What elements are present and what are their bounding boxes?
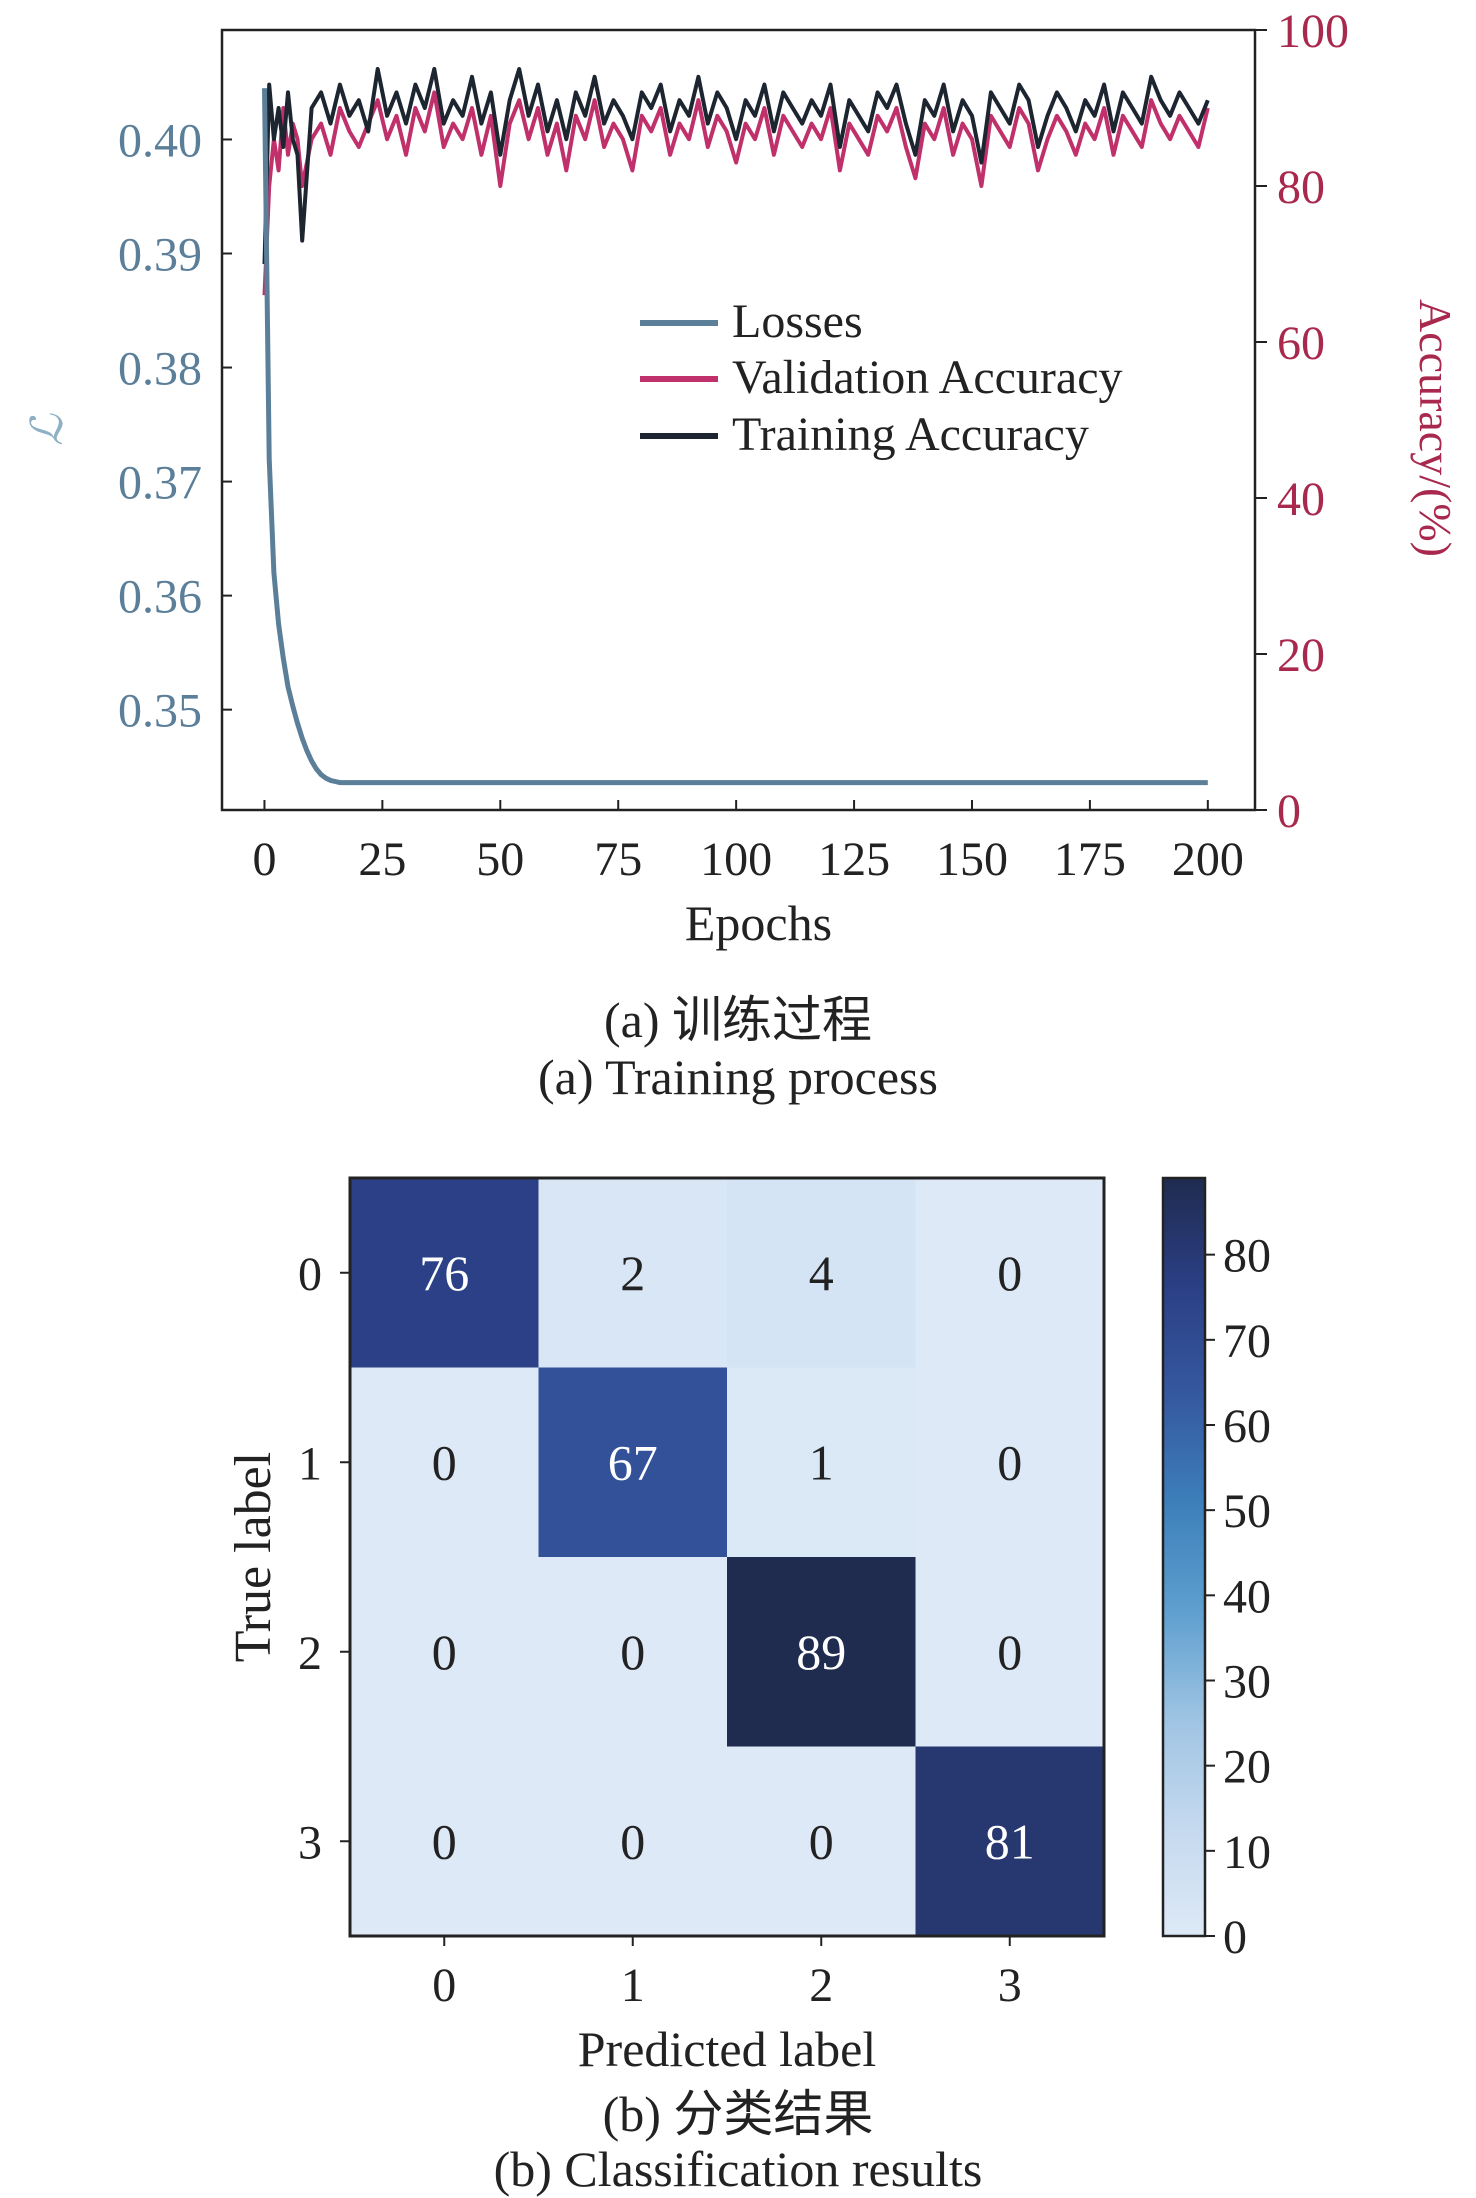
y-tick-label: 2	[298, 1627, 322, 1680]
y-right-tick-label: 40	[1277, 473, 1325, 526]
y-right-tick-label: 20	[1277, 629, 1325, 682]
cell-value: 0	[997, 1434, 1022, 1490]
cell-value: 0	[432, 1813, 457, 1869]
x-tick-label: 100	[700, 833, 772, 886]
x-tick-label: 175	[1054, 833, 1126, 886]
cell-value: 0	[997, 1245, 1022, 1301]
matrix-cell	[915, 1178, 1104, 1368]
x-tick-label: 75	[594, 833, 642, 886]
matrix-cell	[915, 1746, 1104, 1936]
matrix-cell	[350, 1557, 539, 1747]
x-tick-label: 3	[998, 1959, 1022, 2012]
colorbar-tick-label: 80	[1223, 1230, 1271, 1283]
y-tick-label: 0	[298, 1248, 322, 1301]
colorbar-tick-label: 70	[1223, 1315, 1271, 1368]
x-axis-label: Predicted label	[578, 2021, 877, 2077]
cell-value: 1	[809, 1434, 834, 1490]
x-tick-label: 0	[432, 1959, 456, 2012]
y-left-tick-label: 0.39	[118, 229, 202, 282]
y-axis-label: True label	[225, 1452, 282, 1662]
x-tick-label: 25	[358, 833, 406, 886]
y-left-tick-label: 0.37	[118, 457, 202, 510]
legend-label: Training Accuracy	[732, 408, 1089, 461]
y-right-tick-label: 100	[1277, 5, 1349, 58]
matrix-cell	[727, 1178, 916, 1368]
cell-value: 0	[432, 1624, 457, 1680]
colorbar-tick-label: 20	[1223, 1741, 1271, 1794]
cell-value: 67	[608, 1434, 658, 1490]
legend-label: Validation Accuracy	[732, 351, 1123, 404]
x-tick-label: 150	[936, 833, 1008, 886]
matrix-cell	[727, 1746, 916, 1936]
caption-b-en: (b) Classification results	[493, 2141, 983, 2197]
x-tick-label: 125	[818, 833, 890, 886]
y-left-tick-label: 0.38	[118, 343, 202, 396]
x-tick-label: 2	[809, 1959, 833, 2012]
colorbar	[1161, 1176, 1207, 1938]
x-tick-label: 200	[1172, 833, 1244, 886]
cell-value: 0	[809, 1813, 834, 1869]
cell-value: 0	[620, 1813, 645, 1869]
y-tick-label: 1	[298, 1437, 322, 1490]
y-right-tick-label: 60	[1277, 317, 1325, 370]
matrix-cell	[727, 1367, 916, 1557]
legend-label: Losses	[732, 295, 863, 348]
colorbar-tick-label: 40	[1223, 1570, 1271, 1623]
cell-value: 4	[809, 1245, 834, 1301]
y-left-tick-label: 0.40	[118, 114, 202, 167]
series-line-training-accuracy	[262, 67, 1210, 265]
colorbar-tick-label: 10	[1223, 1826, 1271, 1879]
cell-value: 0	[432, 1434, 457, 1490]
y-right-tick-label: 80	[1277, 161, 1325, 214]
matrix-cell	[915, 1367, 1104, 1557]
caption-a-en: (a) Training process	[538, 1049, 938, 1105]
matrix-cell	[350, 1746, 539, 1936]
x-tick-label: 1	[621, 1959, 645, 2012]
x-axis-label: Epochs	[685, 895, 832, 951]
colorbar-tick-label: 30	[1223, 1655, 1271, 1708]
matrix-cell	[915, 1557, 1104, 1747]
cell-value: 89	[796, 1624, 846, 1680]
y-left-axis-label: ℒ	[23, 413, 72, 446]
y-right-axis-label: Accuracy/(%)	[1410, 299, 1461, 557]
caption-a-cn: (a) 训练过程	[604, 992, 872, 1048]
y-left-tick-label: 0.35	[118, 685, 202, 738]
cell-value: 0	[997, 1624, 1022, 1680]
matrix-cell	[350, 1367, 539, 1557]
cell-value: 76	[419, 1245, 469, 1301]
matrix-cell	[538, 1367, 727, 1557]
series-line-validation-accuracy	[262, 90, 1210, 296]
caption-b-cn: (b) 分类结果	[602, 2086, 874, 2142]
colorbar-tick-label: 60	[1223, 1400, 1271, 1453]
matrix-frame	[348, 1176, 1106, 1938]
x-tick-label: 50	[476, 833, 524, 886]
plot-frame	[220, 28, 1257, 812]
training-process-chart: 0 25 50 75 100 125 150 175 2000.350.360.370.380.…	[23, 5, 1461, 951]
x-tick-label: 0	[252, 833, 276, 886]
y-right-tick-label: 0	[1277, 785, 1301, 838]
y-tick-label: 3	[298, 1816, 322, 1869]
y-left-tick-label: 0.36	[118, 571, 202, 624]
matrix-cell	[538, 1746, 727, 1936]
cell-value: 81	[985, 1813, 1035, 1869]
matrix-cell	[350, 1178, 539, 1368]
cell-value: 0	[620, 1624, 645, 1680]
cell-value: 2	[620, 1245, 645, 1301]
matrix-cell	[727, 1557, 916, 1747]
series-line-losses	[262, 88, 1208, 786]
colorbar-tick-label: 50	[1223, 1485, 1271, 1538]
matrix-cell	[538, 1178, 727, 1368]
colorbar-tick-label: 0	[1223, 1911, 1247, 1964]
matrix-cell	[538, 1557, 727, 1747]
